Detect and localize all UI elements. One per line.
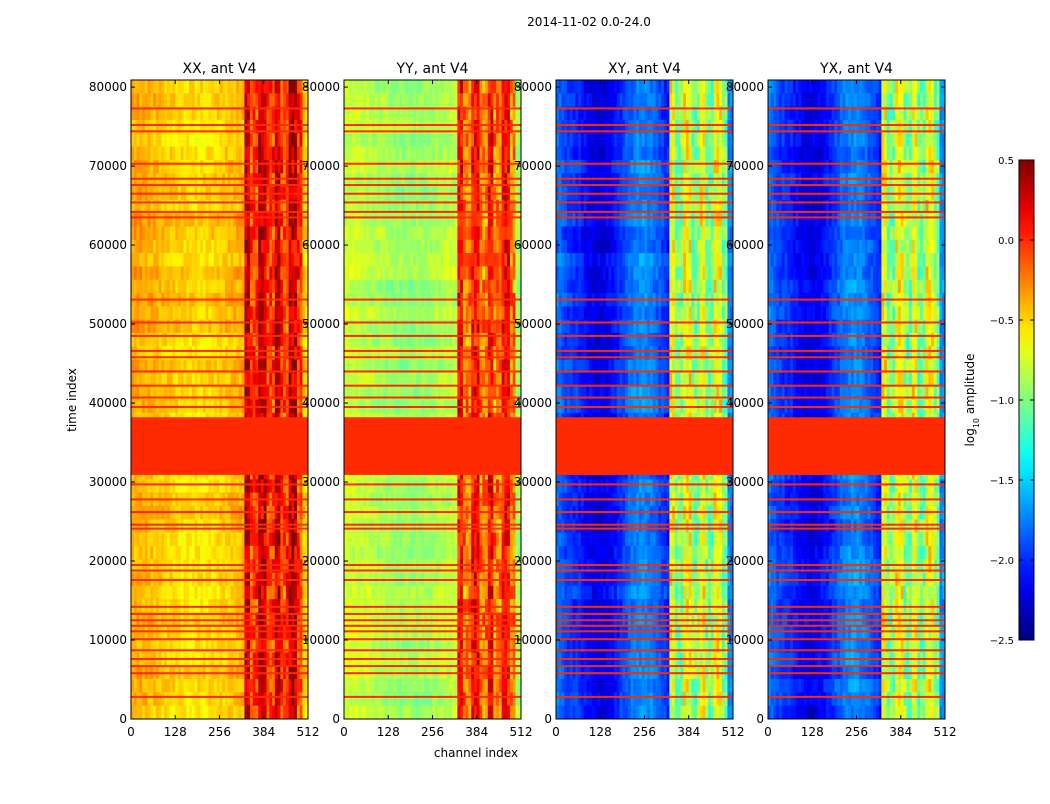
y-tick-label: 30000 bbox=[89, 475, 127, 489]
flag-line bbox=[131, 579, 308, 581]
flag-line bbox=[131, 385, 308, 387]
flag-line bbox=[131, 107, 308, 109]
flag-line bbox=[131, 696, 308, 698]
flag-line bbox=[131, 397, 308, 399]
flag-line bbox=[131, 299, 308, 301]
panel-title: XX, ant V4 bbox=[183, 61, 257, 77]
flag-line bbox=[131, 201, 308, 203]
flag-line bbox=[131, 163, 308, 165]
y-tick-label: 10000 bbox=[89, 633, 127, 647]
flag-line bbox=[131, 370, 308, 372]
heatmap-panels: XX, ant V4 0 128 256 384 512 0 10000 20000 30000 4… bbox=[89, 61, 957, 739]
x-tick-label: 0 bbox=[127, 725, 135, 739]
flag-line bbox=[131, 528, 308, 530]
flag-line bbox=[131, 124, 308, 126]
flag-line bbox=[131, 321, 308, 323]
y-tick-label: 20000 bbox=[89, 554, 127, 568]
x-tick-label: 256 bbox=[208, 725, 231, 739]
flag-line bbox=[131, 193, 308, 195]
flag-line bbox=[131, 184, 308, 186]
flag-line bbox=[131, 356, 308, 358]
y-tick-label: 0 bbox=[119, 712, 127, 726]
panel-xx: XX, ant V4 0 128 256 384 512 0 10000 20000 30000 4… bbox=[89, 61, 320, 739]
flag-line bbox=[131, 672, 308, 674]
flag-line bbox=[131, 649, 308, 651]
flag-line bbox=[131, 630, 308, 632]
flag-line bbox=[131, 638, 308, 640]
x-tick-label: 512 bbox=[297, 725, 320, 739]
flag-line bbox=[131, 613, 308, 615]
y-tick-label: 60000 bbox=[89, 238, 127, 252]
flag-line bbox=[131, 564, 308, 566]
flag-line bbox=[131, 625, 308, 627]
y-tick-label: 40000 bbox=[89, 396, 127, 410]
flag-line bbox=[131, 606, 308, 608]
y-tick-label: 50000 bbox=[89, 317, 127, 331]
flag-line bbox=[131, 130, 308, 132]
y-tick-label: 70000 bbox=[89, 159, 127, 173]
flag-line bbox=[131, 570, 308, 572]
figure-title: 2014-11-02 0.0-24.0 bbox=[527, 15, 651, 29]
heatmap-cells bbox=[344, 80, 522, 720]
flag-line bbox=[131, 524, 308, 526]
flag-line bbox=[131, 619, 308, 621]
flag-line bbox=[131, 178, 308, 180]
flag-line bbox=[131, 483, 308, 485]
x-tick-label: 384 bbox=[252, 725, 275, 739]
y-tick-label: 80000 bbox=[89, 80, 127, 94]
flag-line bbox=[131, 335, 308, 337]
flag-line bbox=[131, 511, 308, 513]
heatmap-cells bbox=[131, 80, 309, 720]
flag-line bbox=[131, 658, 308, 660]
flag-line bbox=[131, 216, 308, 218]
flagged-block bbox=[131, 417, 308, 475]
flag-line bbox=[131, 350, 308, 352]
x-tick-label: 128 bbox=[164, 725, 187, 739]
flag-line bbox=[131, 665, 308, 667]
flag-line bbox=[131, 498, 308, 500]
flag-line bbox=[131, 406, 308, 408]
flag-line bbox=[131, 211, 308, 213]
